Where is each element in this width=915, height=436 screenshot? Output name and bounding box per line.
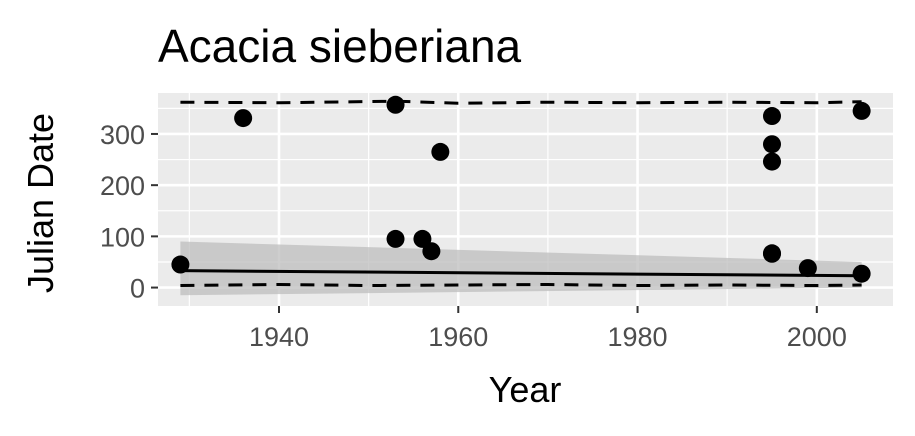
data-point <box>171 255 190 274</box>
y-axis: 0 100 200 300 <box>100 120 158 304</box>
data-point <box>852 264 871 283</box>
x-tick-label: 1960 <box>428 322 488 352</box>
data-point <box>852 101 871 120</box>
x-tick-label: 1980 <box>608 322 668 352</box>
x-axis: 1940 1960 1980 2000 <box>249 306 847 352</box>
chart-title: Acacia sieberiana <box>158 20 522 72</box>
data-points <box>171 95 871 283</box>
data-point <box>422 242 441 261</box>
data-point <box>234 109 253 128</box>
data-point <box>386 95 405 114</box>
data-point <box>798 259 817 278</box>
data-point <box>762 135 781 154</box>
quantile-upper-line <box>180 99 862 105</box>
data-point <box>762 152 781 171</box>
data-point <box>762 107 781 126</box>
y-tick-label: 200 <box>100 171 145 201</box>
confidence-band <box>180 241 862 296</box>
y-tick-label: 0 <box>130 274 145 304</box>
y-axis-title: Julian Date <box>20 113 61 293</box>
data-point <box>431 142 450 161</box>
data-point <box>386 229 405 248</box>
quantile-lower-line <box>180 282 862 288</box>
trend-line <box>180 269 862 278</box>
y-tick-label: 100 <box>100 222 145 252</box>
x-tick-label: 1940 <box>249 322 309 352</box>
y-tick-label: 300 <box>100 120 145 150</box>
x-tick-label: 2000 <box>787 322 847 352</box>
x-axis-title: Year <box>489 369 562 410</box>
data-point <box>762 244 781 263</box>
